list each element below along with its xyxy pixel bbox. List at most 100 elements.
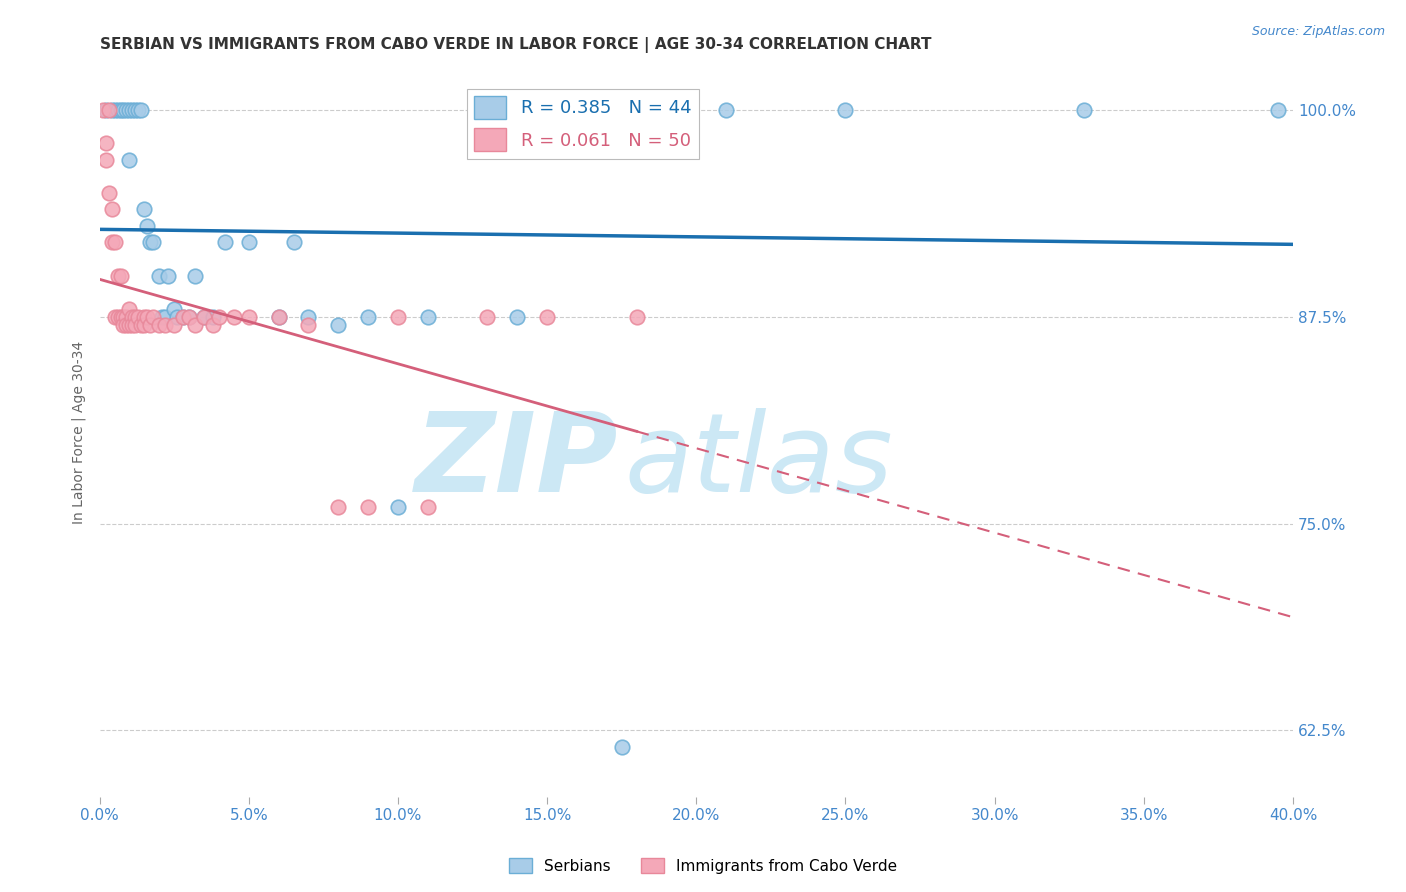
Point	[112, 103, 135, 117]
Point	[610, 739, 633, 754]
Point	[110, 268, 132, 283]
Point	[163, 318, 186, 333]
Point	[536, 310, 558, 324]
Point	[97, 186, 120, 200]
Point	[416, 500, 439, 515]
Point	[163, 301, 186, 316]
Point	[103, 103, 125, 117]
Point	[115, 103, 138, 117]
Point	[134, 318, 156, 333]
Point	[118, 301, 141, 316]
Point	[121, 103, 143, 117]
Point	[179, 310, 201, 324]
Point	[238, 235, 260, 250]
Point	[222, 310, 245, 324]
Text: Source: ZipAtlas.com: Source: ZipAtlas.com	[1251, 25, 1385, 38]
Point	[387, 310, 409, 324]
Point	[155, 310, 177, 324]
Point	[124, 103, 146, 117]
Point	[357, 500, 380, 515]
Point	[714, 103, 737, 117]
Point	[148, 268, 170, 283]
Point	[107, 268, 129, 283]
Point	[97, 103, 120, 117]
Point	[238, 310, 260, 324]
Point	[157, 268, 180, 283]
Point	[115, 318, 138, 333]
Point	[142, 235, 165, 250]
Point	[115, 310, 138, 324]
Point	[184, 318, 207, 333]
Point	[193, 310, 215, 324]
Point	[131, 103, 153, 117]
Point	[148, 318, 170, 333]
Point	[150, 310, 173, 324]
Point	[172, 310, 194, 324]
Point	[91, 103, 114, 117]
Point	[166, 310, 188, 324]
Point	[100, 202, 122, 217]
Point	[139, 318, 162, 333]
Point	[477, 310, 499, 324]
Point	[416, 310, 439, 324]
Point	[131, 318, 153, 333]
Point	[565, 103, 588, 117]
Point	[134, 202, 156, 217]
Point	[110, 103, 132, 117]
Text: atlas: atlas	[624, 409, 893, 516]
Point	[626, 310, 648, 324]
Point	[121, 310, 143, 324]
Point	[283, 235, 305, 250]
Point	[172, 310, 194, 324]
Point	[100, 235, 122, 250]
Text: SERBIAN VS IMMIGRANTS FROM CABO VERDE IN LABOR FORCE | AGE 30-34 CORRELATION CHA: SERBIAN VS IMMIGRANTS FROM CABO VERDE IN…	[100, 37, 931, 54]
Point	[267, 310, 290, 324]
Point	[297, 310, 319, 324]
Point	[193, 310, 215, 324]
Point	[214, 235, 236, 250]
Y-axis label: In Labor Force | Age 30-34: In Labor Force | Age 30-34	[72, 341, 86, 524]
Point	[328, 500, 350, 515]
Point	[121, 318, 143, 333]
Point	[834, 103, 856, 117]
Point	[127, 103, 149, 117]
Point	[136, 219, 159, 233]
Point	[112, 318, 135, 333]
Point	[94, 153, 117, 167]
Point	[201, 318, 224, 333]
Point	[208, 310, 231, 324]
Point	[179, 310, 201, 324]
Point	[142, 310, 165, 324]
Point	[94, 103, 117, 117]
Point	[127, 310, 149, 324]
Point	[103, 235, 125, 250]
Point	[328, 318, 350, 333]
Point	[112, 310, 135, 324]
Point	[107, 310, 129, 324]
Point	[155, 318, 177, 333]
Point	[94, 136, 117, 151]
Point	[184, 268, 207, 283]
Point	[100, 103, 122, 117]
Point	[103, 310, 125, 324]
Point	[357, 310, 380, 324]
Point	[387, 500, 409, 515]
Point	[124, 310, 146, 324]
Point	[118, 153, 141, 167]
Point	[134, 310, 156, 324]
Point	[267, 310, 290, 324]
Text: ZIP: ZIP	[415, 409, 619, 516]
Point	[118, 103, 141, 117]
Point	[139, 235, 162, 250]
Point	[297, 318, 319, 333]
Point	[124, 318, 146, 333]
Point	[1267, 103, 1289, 117]
Point	[118, 318, 141, 333]
Point	[110, 310, 132, 324]
Legend: Serbians, Immigrants from Cabo Verde: Serbians, Immigrants from Cabo Verde	[502, 852, 904, 880]
Point	[136, 310, 159, 324]
Point	[1073, 103, 1095, 117]
Point	[107, 103, 129, 117]
Point	[506, 310, 529, 324]
Legend: R = 0.385   N = 44, R = 0.061   N = 50: R = 0.385 N = 44, R = 0.061 N = 50	[467, 88, 699, 159]
